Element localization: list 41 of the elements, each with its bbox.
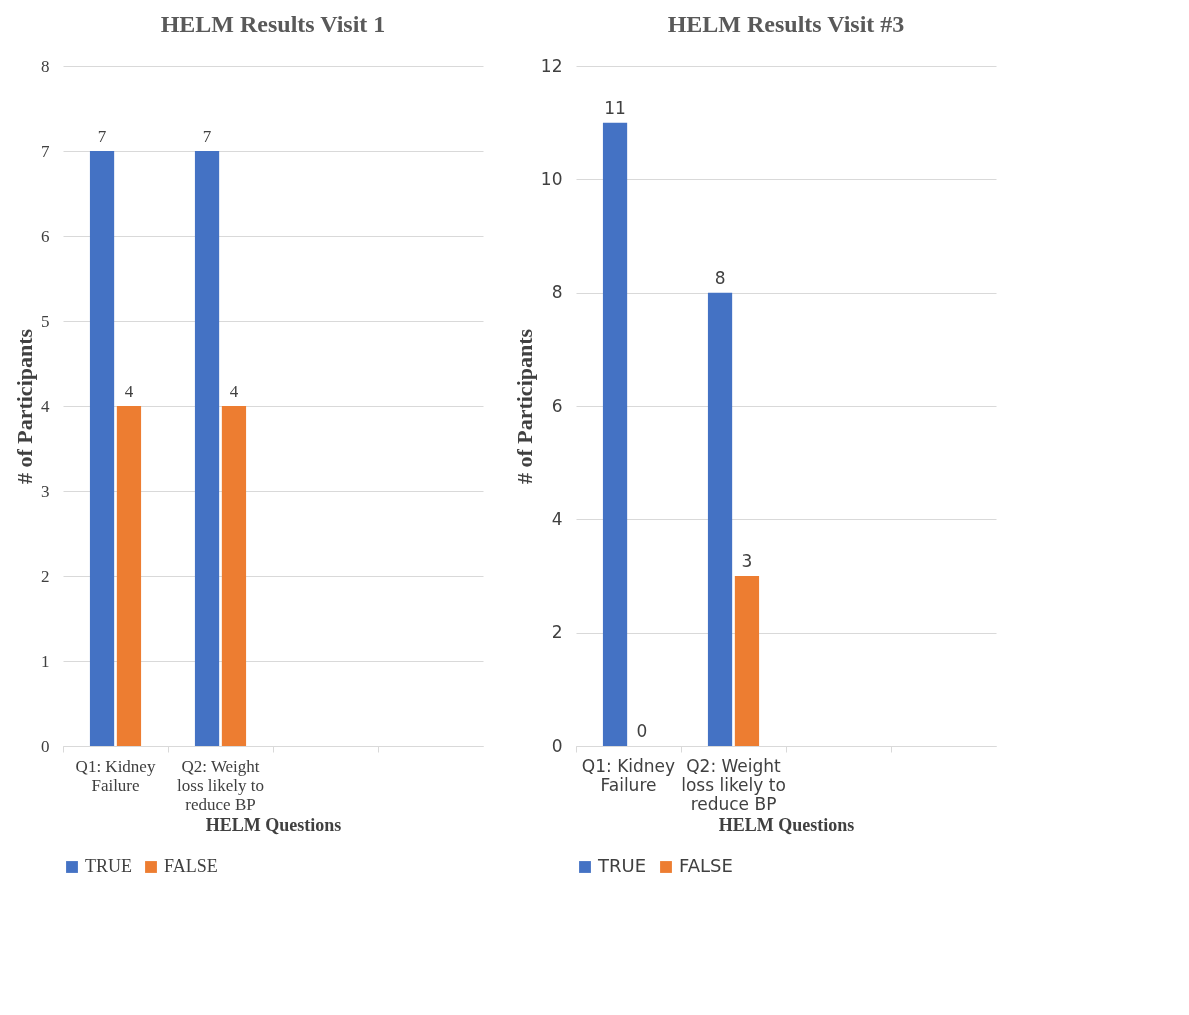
y-tick-label: 1 [41,651,50,671]
y-tick-label: 8 [41,56,50,76]
y-tick-label: 6 [551,395,563,416]
x-axis-title: HELM Questions [718,814,855,835]
chart-title: HELM Results Visit #3 [667,11,905,37]
y-tick-label: 4 [551,508,563,529]
y-tick-label: 0 [41,736,50,756]
legend-label: TRUE [85,856,132,876]
chart-title: HELM Results Visit 1 [160,11,386,37]
data-label: 4 [229,382,239,401]
y-tick-label: 12 [540,55,563,76]
legend-label: FALSE [164,856,218,876]
legend-label: TRUE [597,855,647,876]
y-tick-label: 7 [41,141,50,161]
data-label: 7 [97,127,107,146]
y-tick-label: 5 [41,311,50,331]
y-tick-label: 2 [551,622,563,643]
x-tick-label: Q2: Weight loss likely to reduce BP [177,756,264,814]
legend-label: FALSE [679,855,733,876]
y-tick-label: 3 [41,481,50,501]
data-label: 7 [202,127,212,146]
data-label: 4 [124,382,134,401]
y-tick-label: 0 [551,735,563,756]
data-label: 3 [741,551,753,571]
bar [602,122,628,746]
x-tick-label: Q1: Kidney Failure [581,755,676,795]
y-tick-label: 2 [41,566,50,586]
y-tick-label: 8 [551,282,563,303]
y-axis-title: # of Participants [12,328,37,485]
data-label: 0 [636,721,648,741]
x-axis-title: HELM Questions [205,814,342,835]
x-tick-label: Q1: Kidney Failure [75,756,156,795]
data-label: 8 [714,267,726,288]
y-tick-label: 10 [540,168,563,189]
y-tick-label: 6 [41,226,50,246]
data-label: 11 [604,97,626,118]
bar [734,576,760,746]
x-tick-label: Q2: Weight loss likely to reduce BP [681,755,786,814]
y-tick-label: 4 [41,396,50,416]
bar [707,292,733,746]
y-axis-title: # of Participants [511,328,537,485]
